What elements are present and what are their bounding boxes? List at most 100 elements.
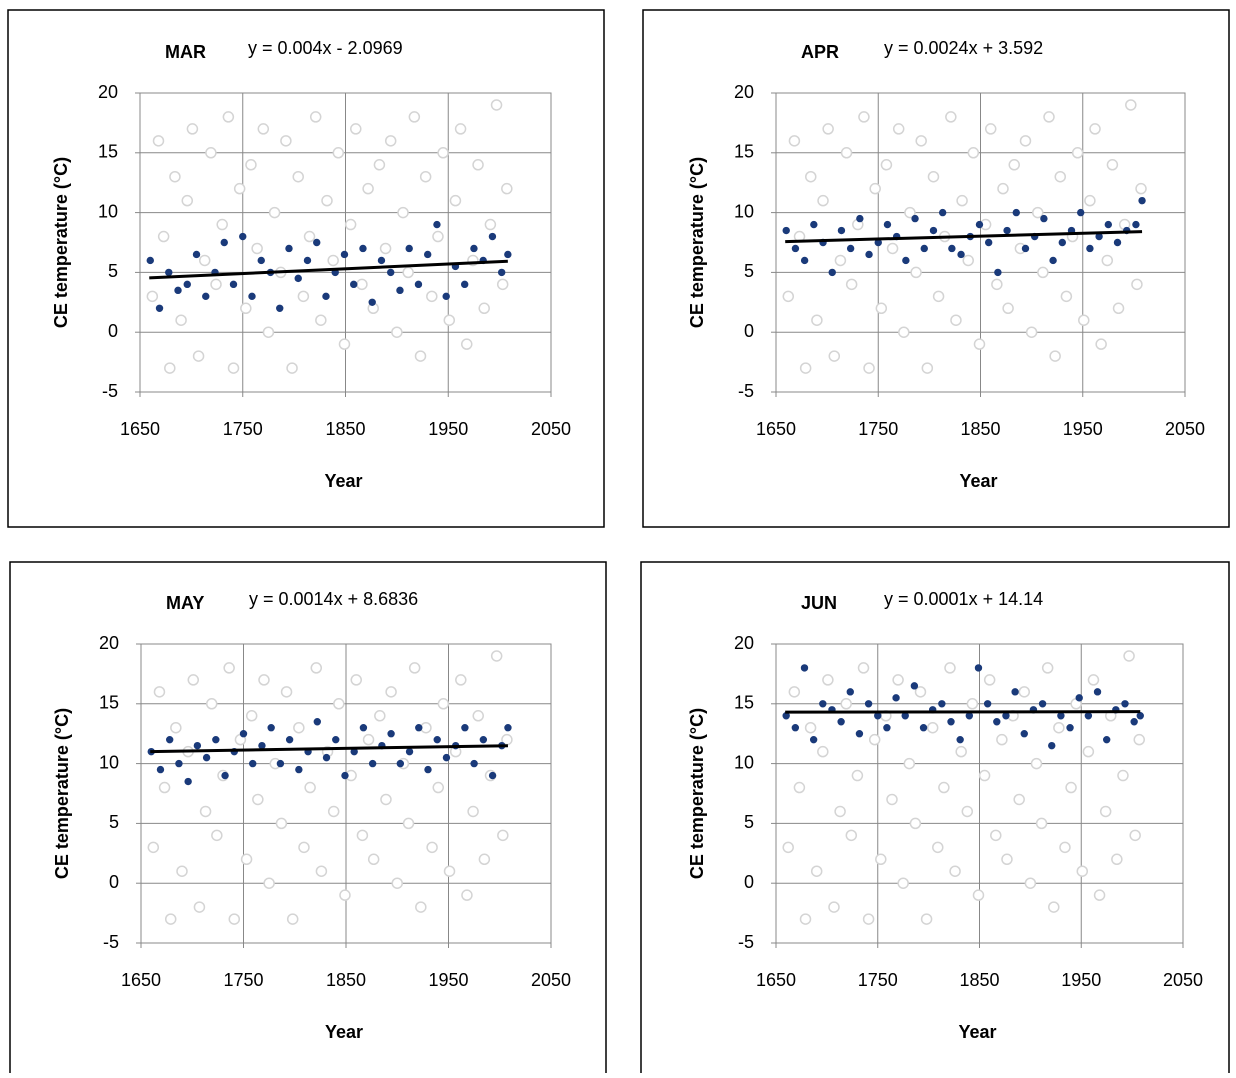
data-point (213, 736, 219, 742)
data-point (249, 293, 255, 299)
y-tick-label: -5 (738, 381, 754, 401)
background-point (438, 148, 448, 158)
panel-title: APR (801, 42, 839, 62)
data-point (792, 245, 798, 251)
data-point (893, 695, 899, 701)
background-point (1112, 854, 1122, 864)
background-point (847, 279, 857, 289)
background-point (783, 291, 793, 301)
data-point (985, 239, 991, 245)
background-point (212, 830, 222, 840)
data-point (388, 731, 394, 737)
background-point (887, 794, 897, 804)
background-point (876, 854, 886, 864)
background-point (1038, 267, 1048, 277)
data-point (1078, 209, 1084, 215)
background-point (881, 160, 891, 170)
data-point (884, 725, 890, 731)
background-point (398, 208, 408, 218)
background-point (456, 124, 466, 134)
data-point (902, 713, 908, 719)
background-point (311, 663, 321, 673)
data-point (856, 731, 862, 737)
background-point (416, 351, 426, 361)
data-point (193, 251, 199, 257)
y-tick-label: 15 (734, 693, 754, 713)
background-point (211, 279, 221, 289)
data-point (1003, 713, 1009, 719)
background-point (933, 842, 943, 852)
data-point (471, 245, 477, 251)
background-point (416, 902, 426, 912)
background-point (1090, 124, 1100, 134)
background-point (147, 291, 157, 301)
data-point (903, 257, 909, 263)
trend-equation: y = 0.004x - 2.0969 (248, 38, 403, 58)
background-point (375, 711, 385, 721)
data-point (820, 701, 826, 707)
background-point (806, 172, 816, 182)
background-point (870, 184, 880, 194)
data-point (884, 221, 890, 227)
background-point (864, 363, 874, 373)
data-point (397, 760, 403, 766)
background-point (346, 220, 356, 230)
y-tick-label: 0 (109, 872, 119, 892)
y-tick-label: 20 (734, 633, 754, 653)
background-point (170, 172, 180, 182)
data-point (939, 209, 945, 215)
data-point (425, 766, 431, 772)
background-point (998, 184, 1008, 194)
background-point (864, 914, 874, 924)
data-point (966, 713, 972, 719)
background-point (492, 100, 502, 110)
background-point (823, 124, 833, 134)
data-point (360, 245, 366, 251)
x-tick-label: 1650 (756, 419, 796, 439)
background-point (928, 723, 938, 733)
data-point (984, 701, 990, 707)
data-point (369, 760, 375, 766)
data-point (268, 725, 274, 731)
background-point (1114, 303, 1124, 313)
background-point (980, 771, 990, 781)
background-point (1124, 651, 1134, 661)
background-point (1031, 759, 1041, 769)
data-point (838, 227, 844, 233)
background-point (1050, 351, 1060, 361)
background-point (351, 675, 361, 685)
background-point (154, 687, 164, 697)
background-point (333, 148, 343, 158)
background-point (305, 232, 315, 242)
data-point (1137, 713, 1143, 719)
background-point (363, 184, 373, 194)
data-point (314, 719, 320, 725)
background-point (340, 890, 350, 900)
data-point (1039, 701, 1045, 707)
x-axis-label: Year (958, 1022, 996, 1042)
data-point (801, 257, 807, 263)
background-point (1037, 818, 1047, 828)
data-point (949, 245, 955, 251)
data-point (250, 760, 256, 766)
background-point (957, 196, 967, 206)
x-tick-label: 1950 (428, 970, 468, 990)
background-point (968, 148, 978, 158)
background-point (153, 136, 163, 146)
background-point (392, 878, 402, 888)
background-point (171, 723, 181, 733)
x-axis-label: Year (959, 471, 997, 491)
background-point (177, 866, 187, 876)
background-point (293, 172, 303, 182)
background-point (910, 818, 920, 828)
background-point (229, 914, 239, 924)
background-point (870, 735, 880, 745)
data-point (875, 713, 881, 719)
data-point (221, 239, 227, 245)
data-point (1094, 689, 1100, 695)
background-point (829, 351, 839, 361)
data-point (471, 760, 477, 766)
data-point (167, 736, 173, 742)
data-point (1076, 695, 1082, 701)
